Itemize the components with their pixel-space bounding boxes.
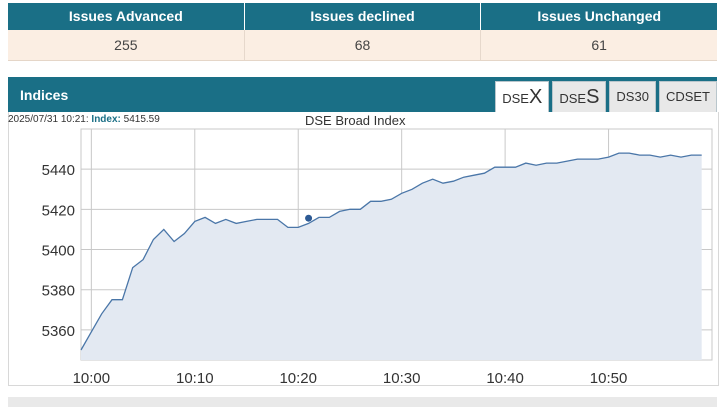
x-tick-label: 10:50	[590, 370, 628, 387]
tab-dsex-prefix: DSE	[502, 91, 529, 106]
tab-dses-letter: S	[586, 86, 600, 108]
tab-ds30[interactable]: DS30	[609, 81, 656, 112]
issues-declined-header: Issues declined	[245, 3, 482, 30]
index-tabs: DSE X DSE S DS30 CDSET	[492, 81, 717, 112]
y-tick-label: 5400	[42, 243, 75, 260]
y-tick-label: 5380	[42, 283, 75, 300]
x-tick-label: 10:30	[383, 370, 421, 387]
issues-unchanged-value: 61	[591, 37, 607, 53]
x-tick-label: 10:00	[73, 370, 111, 387]
readout-label: Index:	[91, 114, 121, 125]
tab-cdset-label: CDSET	[665, 89, 710, 104]
footer-bar	[8, 397, 717, 407]
x-tick-label: 10:40	[486, 370, 524, 387]
issues-advanced-header: Issues Advanced	[8, 3, 245, 30]
issues-advanced-value: 255	[8, 30, 245, 60]
x-tick-label: 10:20	[279, 370, 317, 387]
readout-time: 2025/07/31 10:21:	[8, 114, 89, 125]
readout-value: 5415.59	[123, 114, 160, 125]
market-stats-table: Issues Advanced Issues declined Issues U…	[8, 3, 717, 65]
tab-dsex-letter: X	[528, 86, 543, 108]
indices-header-bar: Indices DSE X DSE S DS30 CDSET	[8, 77, 717, 112]
tab-ds30-label: DS30	[616, 89, 649, 104]
chart-title: DSE Broad Index	[305, 113, 406, 128]
stats-header-row: Issues Advanced Issues declined Issues U…	[8, 3, 717, 30]
y-tick-label: 5360	[42, 323, 75, 340]
highlight-point	[305, 214, 313, 222]
tab-cdset[interactable]: CDSET	[658, 81, 717, 112]
tab-dses-prefix: DSE	[559, 91, 587, 106]
series-line	[80, 152, 702, 351]
stats-value-row: 255 68 61	[8, 30, 717, 61]
indices-title: Indices	[20, 87, 69, 103]
y-tick-label: 5440	[42, 162, 75, 179]
chart-tooltip-readout: 2025/07/31 10:21: Index: 5415.59	[8, 114, 160, 125]
series-area	[81, 153, 702, 360]
tab-dsex[interactable]: DSE X	[495, 81, 550, 112]
issues-declined-value: 68	[245, 30, 482, 60]
tab-dses[interactable]: DSE S	[552, 81, 607, 112]
x-tick-label: 10:10	[176, 370, 214, 387]
y-tick-label: 5420	[42, 202, 75, 219]
issues-unchanged-header: Issues Unchanged	[537, 8, 662, 24]
